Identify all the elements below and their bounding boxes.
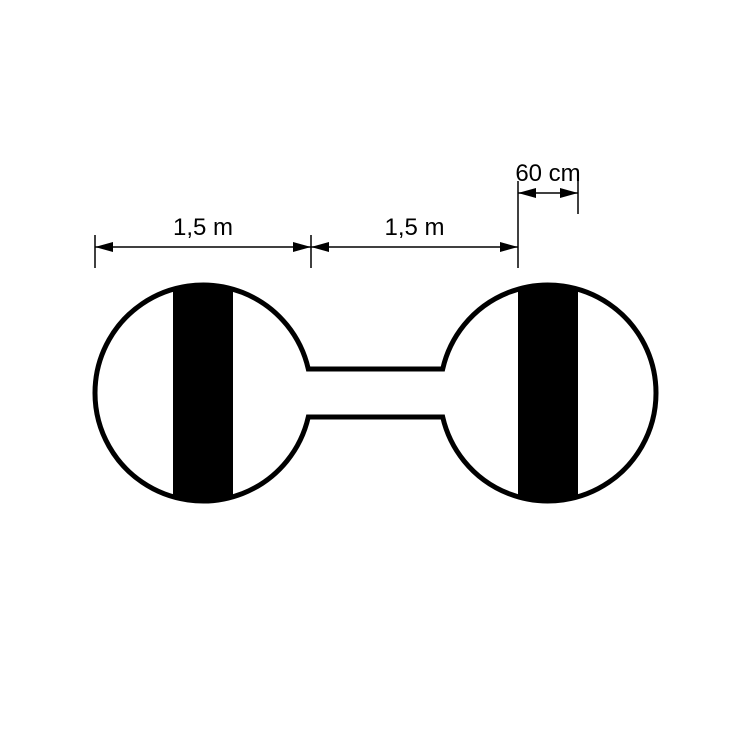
arrowhead	[518, 188, 536, 198]
arrowhead	[560, 188, 578, 198]
labels.dim1: 1,5 m	[173, 214, 233, 241]
dumbbell-diagram: 1,5 m 1,5 m 60 cm	[0, 0, 751, 751]
arrowhead	[293, 242, 311, 252]
right-stripe	[518, 283, 578, 503]
labels.dim3: 60 cm	[515, 160, 580, 187]
arrowhead	[95, 242, 113, 252]
arrowhead	[500, 242, 518, 252]
arrowhead	[311, 242, 329, 252]
left-stripe	[173, 283, 233, 503]
labels.dim2: 1,5 m	[384, 214, 444, 241]
